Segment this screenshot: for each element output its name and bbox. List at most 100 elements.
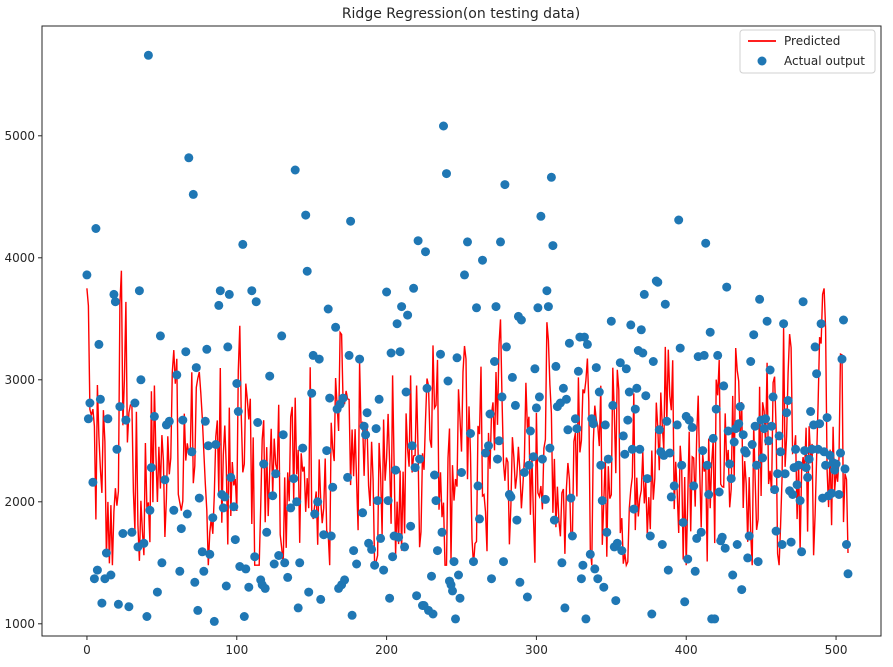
actual-output-point	[606, 316, 616, 326]
actual-output-point	[684, 415, 694, 425]
actual-output-point	[648, 357, 658, 366]
actual-output-point	[88, 477, 98, 487]
actual-output-point	[226, 472, 236, 482]
actual-output-point	[639, 289, 649, 299]
actual-output-point	[626, 320, 636, 330]
legend-actual-label: Actual output	[784, 54, 865, 68]
actual-output-point	[422, 383, 432, 393]
actual-output-point	[773, 469, 783, 479]
actual-output-point	[290, 165, 300, 175]
actual-output-point	[484, 441, 493, 451]
actual-output-point	[110, 297, 120, 307]
actual-output-point	[600, 420, 610, 430]
actual-output-point	[665, 448, 675, 458]
actual-output-point	[582, 339, 592, 349]
actual-output-point	[233, 407, 243, 416]
actual-output-point	[415, 454, 425, 464]
actual-output-point	[382, 287, 392, 297]
actual-output-point	[244, 582, 254, 592]
actual-output-point	[130, 398, 140, 408]
actual-output-point	[522, 592, 532, 602]
actual-output-point	[241, 564, 251, 574]
actual-output-point	[142, 612, 152, 621]
actual-output-point	[466, 429, 475, 438]
actual-output-point	[798, 297, 808, 307]
y-tick-label: 5000	[4, 129, 35, 143]
actual-output-point	[719, 381, 729, 391]
actual-output-point	[428, 609, 438, 619]
actual-output-point	[546, 172, 556, 182]
actual-output-point	[94, 339, 104, 349]
actual-output-point	[121, 415, 131, 425]
actual-output-point	[549, 515, 559, 525]
actual-output-point	[804, 454, 814, 464]
actual-output-point	[485, 409, 495, 419]
actual-output-point	[662, 416, 672, 426]
actual-output-point	[791, 444, 801, 454]
actual-output-point	[720, 543, 730, 553]
actual-output-point	[618, 431, 628, 441]
actual-output-point	[436, 349, 445, 359]
actual-output-point	[152, 587, 162, 597]
actual-output-point	[260, 583, 270, 593]
actual-output-point	[274, 551, 284, 560]
actual-output-point	[433, 546, 442, 556]
actual-output-point	[239, 612, 249, 621]
actual-output-point	[253, 418, 263, 427]
actual-output-point	[403, 310, 413, 320]
actual-output-point	[764, 436, 774, 446]
actual-output-point	[383, 496, 393, 506]
actual-output-point	[795, 496, 805, 506]
actual-output-point	[800, 446, 810, 456]
actual-output-point	[615, 358, 625, 368]
actual-output-point	[362, 408, 372, 418]
actual-output-point	[701, 238, 711, 248]
actual-output-point	[499, 557, 508, 567]
actual-output-point	[106, 570, 116, 580]
x-tick-label: 500	[825, 643, 848, 657]
actual-output-point	[191, 363, 201, 373]
actual-output-point	[525, 426, 535, 436]
actual-output-point	[164, 416, 174, 426]
actual-output-point	[475, 514, 484, 524]
actual-output-point	[753, 557, 763, 567]
actual-output-point	[338, 393, 348, 403]
actual-output-point	[534, 392, 544, 402]
actual-output-point	[149, 411, 159, 421]
actual-output-point	[767, 421, 777, 431]
actual-output-point	[412, 591, 422, 601]
actual-output-point	[660, 299, 670, 309]
actual-output-point	[265, 371, 275, 381]
actual-output-point	[328, 482, 338, 492]
actual-output-point	[301, 210, 311, 220]
actual-output-point	[391, 465, 401, 475]
actual-output-point	[188, 189, 198, 199]
actual-output-point	[103, 414, 113, 424]
actual-output-point	[487, 574, 496, 584]
actual-output-point	[451, 614, 460, 624]
actual-output-point	[597, 496, 607, 506]
y-tick-label: 1000	[4, 617, 35, 631]
actual-output-point	[307, 388, 317, 398]
actual-output-point	[608, 400, 618, 410]
actual-output-point	[319, 530, 329, 540]
actual-output-point	[421, 247, 430, 257]
actual-output-point	[208, 513, 218, 523]
actual-output-point	[302, 266, 312, 276]
actual-output-point	[647, 609, 657, 619]
actual-output-point	[448, 586, 457, 596]
actual-output-point	[209, 616, 219, 626]
actual-output-point	[269, 559, 279, 569]
actual-output-point	[190, 577, 200, 587]
actual-output-point	[645, 531, 655, 541]
actual-output-point	[146, 463, 156, 473]
actual-output-point	[322, 446, 332, 456]
actual-output-point	[611, 596, 621, 606]
actual-output-point	[725, 459, 735, 469]
actual-output-point	[292, 497, 302, 507]
actual-output-point	[344, 350, 354, 360]
actual-output-point	[738, 430, 748, 440]
actual-output-point	[316, 594, 326, 604]
actual-output-point	[840, 464, 850, 474]
actual-output-point	[457, 468, 466, 477]
